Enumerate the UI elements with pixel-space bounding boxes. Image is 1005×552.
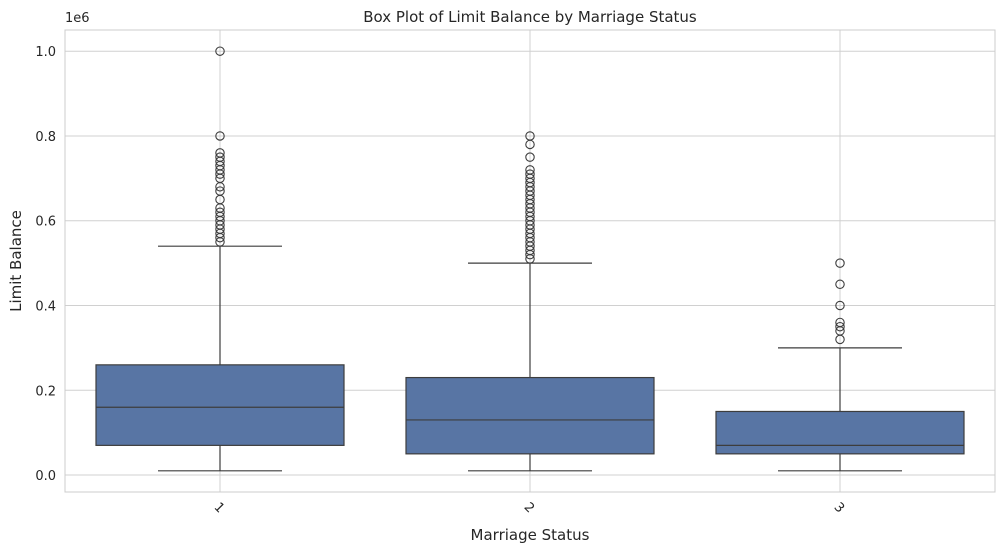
outlier-point xyxy=(525,152,535,162)
box-group-2 xyxy=(405,131,655,472)
outlier-point xyxy=(215,148,225,158)
x-tick-label: 3 xyxy=(831,500,847,516)
y-tick-label: 0.4 xyxy=(35,300,56,315)
outlier-point xyxy=(835,321,845,332)
y-tick-label: 0.8 xyxy=(35,130,56,145)
x-tick-labels: 1 2 3 xyxy=(211,500,847,516)
outlier-point xyxy=(215,46,225,56)
x-tick-label: 2 xyxy=(521,500,537,516)
y-tick-label: 0.6 xyxy=(35,215,56,230)
y-axis-label: Limit Balance xyxy=(7,210,25,312)
outlier-point xyxy=(525,169,535,179)
iqr-box xyxy=(95,364,345,446)
outlier-point xyxy=(215,131,225,141)
plot-frame xyxy=(64,29,996,493)
outlier-point xyxy=(835,258,845,268)
y-tick-label: 1.0 xyxy=(35,45,56,60)
outlier-point xyxy=(835,317,845,328)
outlier-point xyxy=(525,165,535,175)
y-tick-label: 0.0 xyxy=(35,469,56,484)
box-group-3 xyxy=(715,258,965,472)
outlier-point xyxy=(215,152,225,162)
y-tick-label: 0.2 xyxy=(35,384,56,399)
outlier-point xyxy=(215,186,225,196)
chart-title: Box Plot of Limit Balance by Marriage St… xyxy=(363,8,697,26)
x-axis-label: Marriage Status xyxy=(471,526,590,544)
box-group-1 xyxy=(95,46,345,472)
outlier-point xyxy=(835,300,845,311)
iqr-box xyxy=(715,410,965,455)
boxes xyxy=(95,46,965,472)
y-offset-text: 1e6 xyxy=(65,11,90,26)
outlier-point xyxy=(525,131,535,141)
x-tick-label: 1 xyxy=(211,500,227,516)
outlier-point xyxy=(835,279,845,290)
iqr-box xyxy=(405,376,655,455)
y-tick-labels: 0.0 0.2 0.4 0.6 0.8 1.0 xyxy=(35,45,56,484)
outlier-point xyxy=(215,207,225,218)
